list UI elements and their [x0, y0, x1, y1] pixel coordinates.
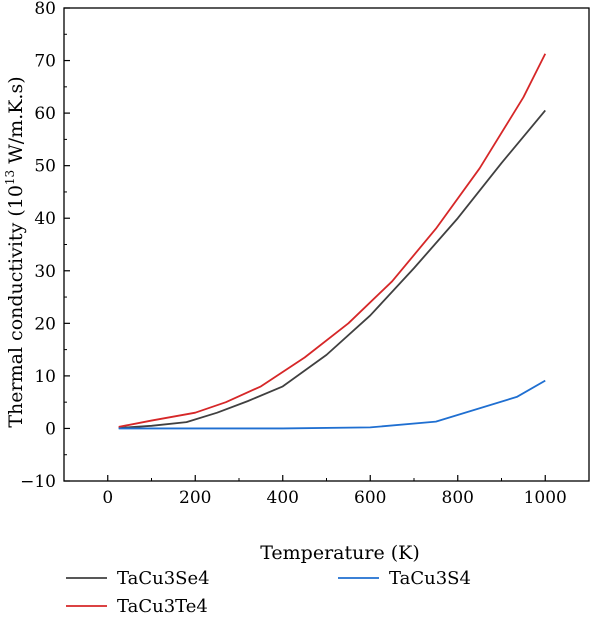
series-line-tacu3te4 [118, 53, 547, 428]
x-tick-label: 400 [267, 488, 299, 508]
y-tick-label: 20 [34, 314, 56, 334]
x-axis-title: Temperature (K) [260, 542, 420, 564]
y-tick-label: 80 [34, 0, 56, 19]
y-axis-title-exponent: 13 [3, 170, 17, 185]
series-line-tacu3se4 [118, 109, 546, 429]
y-axis-title-prefix: Thermal conductivity (10 [5, 185, 27, 428]
y-tick-label: 10 [34, 367, 56, 387]
y-tick-label: 0 [45, 419, 56, 439]
y-tick-label: 40 [34, 209, 56, 229]
y-axis-title-suffix: W/m.K.s) [5, 76, 27, 169]
y-tick-label: 30 [34, 262, 56, 282]
x-tick-label: 800 [442, 488, 474, 508]
series-line-tacu3s4 [118, 379, 546, 430]
x-tick-label: 0 [102, 488, 113, 508]
legend-label-tacu3s4: TaCu3S4 [389, 568, 471, 589]
x-tick-label: 200 [179, 488, 211, 508]
legend-label-tacu3se4: TaCu3Se4 [117, 568, 210, 589]
y-tick-label: 50 [34, 157, 56, 177]
y-tick-label: 60 [34, 104, 56, 124]
y-tick-label: 70 [34, 52, 56, 72]
x-tick-label: 600 [354, 488, 386, 508]
y-axis-title: Thermal conductivity (1013 W/m.K.s) [3, 76, 27, 427]
legend: TaCu3Se4 TaCu3Te4 TaCu3S4 [66, 568, 471, 617]
y-tick-label: −10 [20, 472, 56, 492]
plot-area-frame [63, 7, 590, 482]
legend-label-tacu3te4: TaCu3Te4 [117, 596, 208, 616]
x-tick-label: 1000 [524, 488, 567, 508]
